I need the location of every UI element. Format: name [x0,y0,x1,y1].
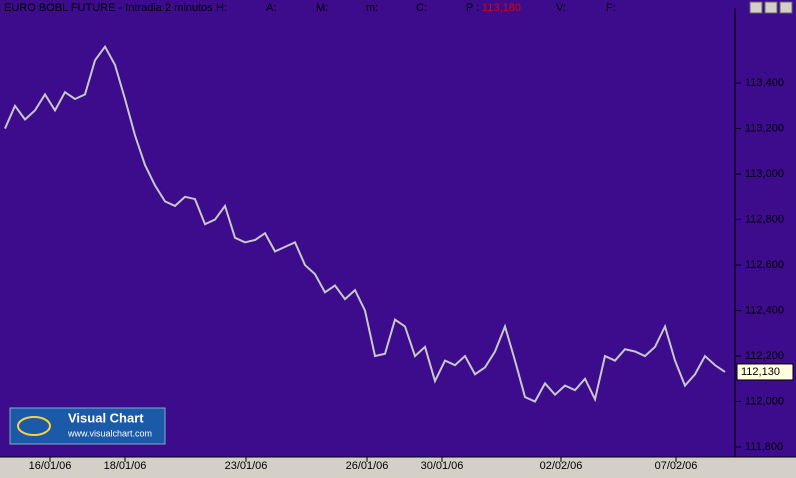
quote-label: C: [416,2,427,14]
quote-label: P : [466,2,479,14]
x-tick-label: 26/01/06 [346,460,389,472]
x-tick-label: 16/01/06 [29,460,72,472]
y-tick-label: 112,400 [745,304,784,316]
last-value-box [736,363,794,381]
y-tick-label: 111,800 [745,441,783,453]
logo-box [9,407,166,445]
x-tick-label: 18/01/06 [104,460,147,472]
x-tick-label: 07/02/06 [655,460,698,472]
y-tick-label: 113,000 [745,168,784,180]
logo-url: www.visualchart.com [67,428,152,438]
y-tick-label: 112,600 [745,259,784,271]
quote-label: H: [216,2,227,14]
x-tick-label: 23/01/06 [225,460,268,472]
logo-icon [17,416,51,436]
last-value-label: 112,130 [741,366,780,378]
quote-label: A: [266,2,276,14]
y-tick-label: 113,400 [745,77,784,89]
quote-label: m: [366,2,378,14]
logo-title: Visual Chart [68,410,144,425]
quote-label: M: [316,2,328,14]
y-tick-label: 112,200 [745,350,784,362]
background [0,0,796,457]
close-button[interactable] [779,1,793,14]
chart-title: EURO BOBL FUTURE - Intradia 2 minutos [4,2,213,14]
quote-label: F: [606,2,616,14]
quote-highlight: 113,180 [482,2,521,14]
minimize-button[interactable] [749,1,763,14]
x-tick-label: 30/01/06 [421,460,464,472]
x-tick-label: 02/02/06 [540,460,583,472]
logo: Visual Chart www.visualchart.com [9,407,166,445]
y-tick-label: 112,000 [745,395,784,407]
quote-label: V: [556,2,566,14]
maximize-button[interactable] [764,1,778,14]
price-line [4,44,726,403]
window-buttons [749,1,793,14]
x-axis-strip [0,457,796,473]
y-tick-label: 113,200 [745,122,784,134]
y-tick-label: 112,800 [745,213,784,225]
